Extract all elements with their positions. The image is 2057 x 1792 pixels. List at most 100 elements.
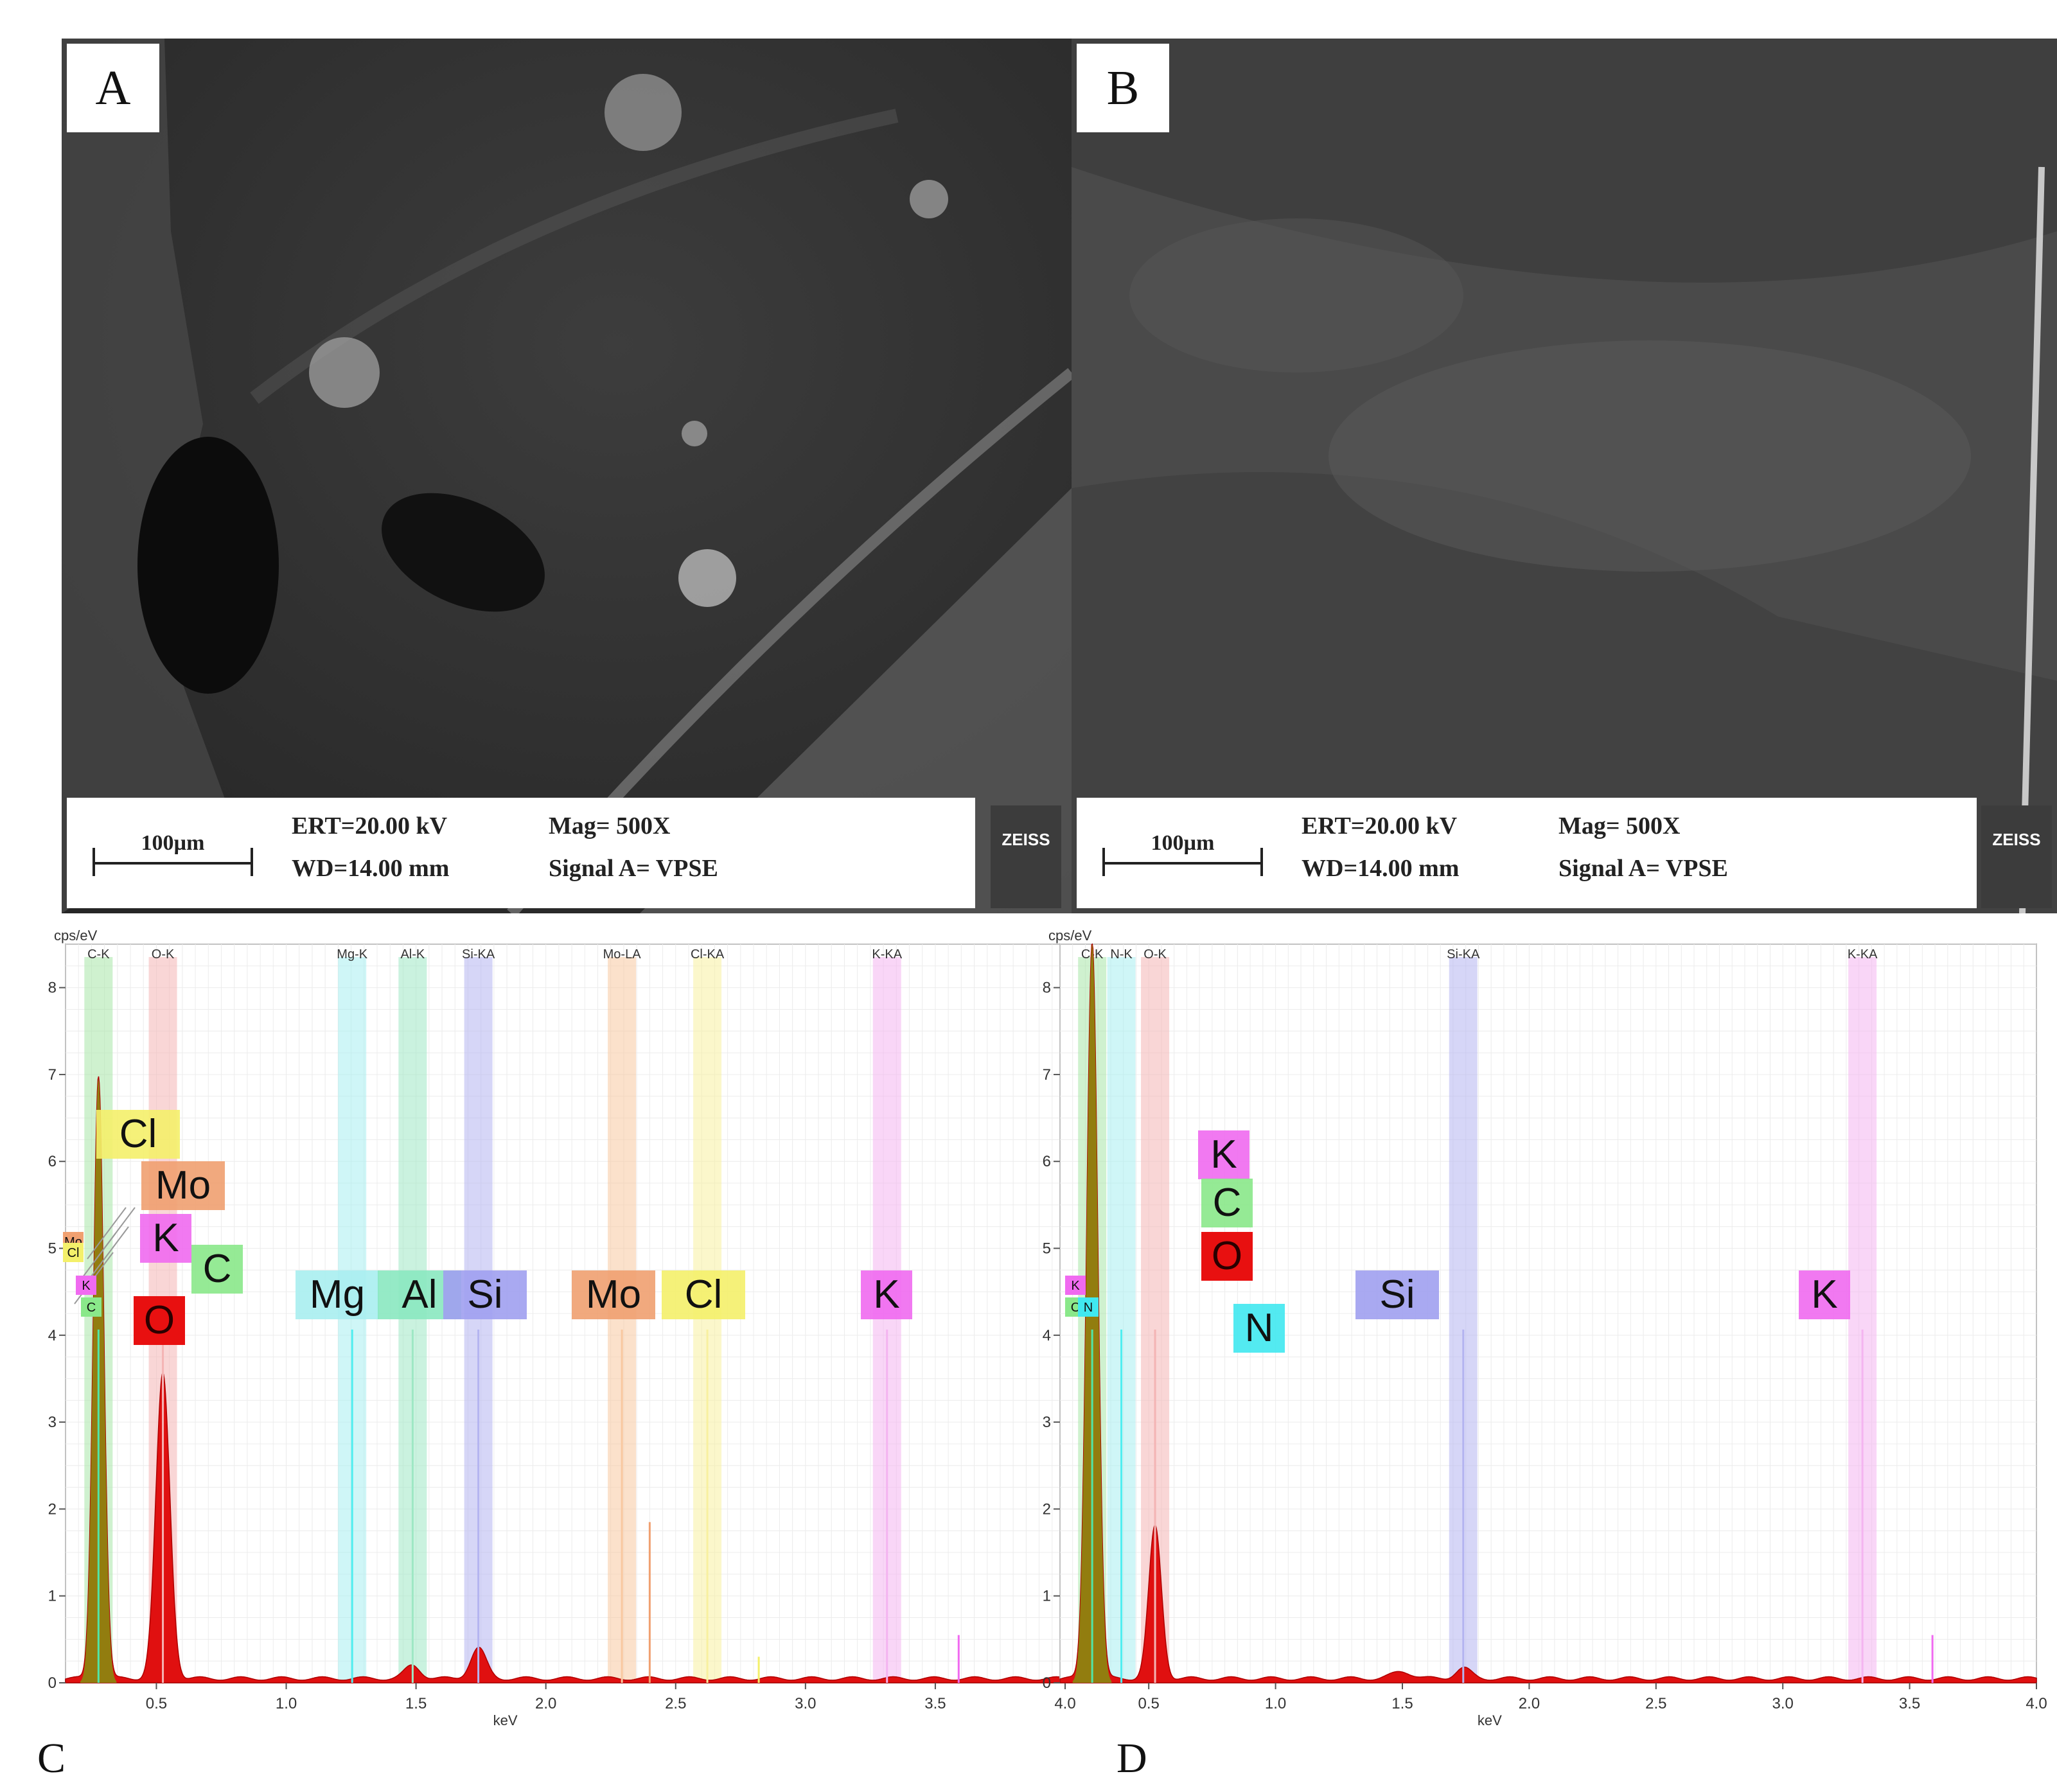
small-marker-box [1078,1297,1099,1317]
element-marker-box [443,1270,527,1319]
element-marker-label: Si [467,1272,502,1317]
x-tick-label: 1.5 [405,1695,427,1712]
sem-info-bar-b: 100µm ERT=20.00 kV WD=14.00 mm Mag= 500X… [1077,798,1977,908]
x-axis-label: keV [1478,1712,1502,1728]
x-tick-label: 2.5 [1645,1695,1666,1712]
element-line-label: K-KA [1848,947,1878,962]
small-marker-box [76,1276,96,1295]
small-marker-label: C [1071,1301,1080,1315]
x-tick-label: 0.5 [1138,1695,1159,1712]
panel-label-d: D [1117,1735,1147,1782]
element-line-label: Mo-LA [603,947,642,962]
element-marker-label: Mo [155,1163,211,1208]
x-tick-label: 3.5 [924,1695,946,1712]
x-tick-label: 2.0 [535,1695,556,1712]
x-tick-label: 2.0 [1519,1695,1540,1712]
spectrum-area [1059,943,2037,1683]
element-marker-label: Cl [119,1112,157,1156]
element-marker-box [140,1214,191,1263]
y-tick-label: 3 [48,1414,57,1431]
small-marker-label: Cl [67,1246,80,1260]
wd-text: WD=14.00 mm [292,855,450,882]
y-tick-label: 7 [48,1066,57,1084]
element-line-label: C-K [87,947,110,962]
leader-line [89,1226,129,1279]
signal-text: Signal A= VPSE [1558,855,1728,882]
element-marker-box [1233,1304,1285,1353]
y-tick-label: 0 [1043,1674,1051,1692]
small-marker-label: N [1084,1301,1093,1315]
element-line-label: O-K [1143,947,1167,962]
y-tick-label: 7 [1043,1066,1051,1084]
x-tick-label: 1.0 [1265,1695,1286,1712]
x-tick-label: 0.5 [146,1695,167,1712]
x-tick-label: 2.5 [665,1695,686,1712]
x-tick-label: 3.0 [1772,1695,1794,1712]
ert-text: ERT=20.00 kV [292,813,448,839]
element-marker-label: O [1212,1234,1242,1278]
y-tick-label: 2 [48,1500,57,1518]
element-marker-label: C [203,1247,232,1291]
x-tick-label: 4.0 [2026,1695,2047,1712]
panel-label-c: C [37,1735,66,1782]
y-tick-label: 6 [48,1153,57,1170]
sem-image-a: A 100µm ERT=20.00 kV WD=14.00 mm Mag= 50… [62,39,1072,913]
element-marker-box [191,1245,243,1294]
small-marker-box [81,1297,102,1317]
y-axis-label: cps/eV [1048,927,1092,944]
zeiss-logo: ZEISS [1981,805,2052,908]
element-line-label: O-K [152,947,175,962]
element-marker-label: Mg [310,1272,365,1317]
signal-text: Signal A= VPSE [549,855,718,882]
small-marker-label: K [82,1279,91,1293]
eds-spectrum-c: C-K O-K Mg-K Al-K Si-KA Mo-LA Cl-KA K-KA 0.5 1.0 1… [48,927,1076,1728]
panel-label-a: A [67,44,159,132]
eds-spectrum-d: C-KN-KO-KSi-KAK-KA0.51.01.52.02.53.03.54… [1043,927,2047,1728]
element-line-label: K-KA [872,947,902,962]
y-axis-label: cps/eV [54,927,98,944]
y-tick-label: 3 [1043,1414,1051,1431]
scale-bar-b: 100µm [1102,831,1263,876]
element-marker-label: Mo [586,1272,641,1317]
element-marker-box [141,1161,225,1210]
sem-image-b: B 100µm ERT=20.00 kV WD=14.00 mm Mag= 50… [1072,39,2057,913]
element-line-label: Si-KA [462,947,495,962]
x-tick-label: 1.0 [276,1695,297,1712]
element-marker-box [1201,1179,1253,1227]
y-tick-label: 8 [1043,979,1051,997]
panel-label-b: B [1077,44,1169,132]
element-marker-box [1198,1130,1249,1179]
mag-text: Mag= 500X [1558,813,1681,839]
y-tick-label: 0 [48,1674,57,1692]
y-tick-label: 4 [1043,1327,1051,1344]
y-tick-label: 4 [48,1327,57,1344]
sem-info-bar-a: 100µm ERT=20.00 kV WD=14.00 mm Mag= 500X… [67,798,975,908]
small-marker-box [63,1243,84,1262]
element-marker-label: K [1210,1132,1237,1177]
element-marker-label: Cl [685,1272,723,1317]
y-tick-label: 5 [1043,1240,1051,1258]
mag-text: Mag= 500X [549,813,671,839]
element-marker-box [296,1270,379,1319]
element-line-label: N-K [1110,947,1133,962]
wd-text: WD=14.00 mm [1302,855,1460,882]
element-marker-label: Al [402,1272,437,1317]
element-line-label: Al-K [400,947,425,962]
small-marker-label: K [1071,1279,1080,1293]
x-tick-label: 3.5 [1899,1695,1920,1712]
element-marker-box [134,1296,185,1345]
x-tick-label: 3.0 [795,1695,816,1712]
scale-bar-label: 100µm [1151,831,1215,855]
leader-line [87,1207,127,1260]
y-tick-label: 6 [1043,1153,1051,1170]
small-marker-box [1065,1276,1086,1295]
ert-text: ERT=20.00 kV [1302,813,1458,839]
element-line-label: Cl-KA [691,947,725,962]
scale-bar-label: 100µm [141,831,205,855]
sem-micrograph-a [62,39,1072,913]
element-marker-box [1799,1270,1850,1319]
small-marker-label: C [87,1301,96,1315]
element-line-label: Si-KA [1447,947,1480,962]
x-tick-label: 1.5 [1391,1695,1413,1712]
element-marker-label: N [1245,1306,1274,1350]
